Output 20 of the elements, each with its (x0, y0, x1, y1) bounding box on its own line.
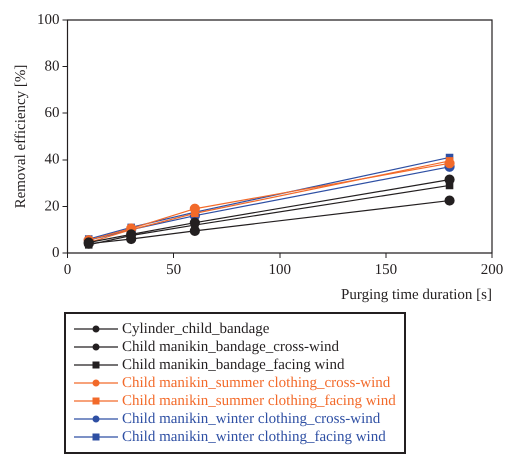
y-tick-label: 40 (44, 152, 60, 168)
legend-label: Cylinder_child_bandage (122, 320, 270, 338)
x-tick-label: 150 (374, 262, 398, 278)
y-tick-label: 80 (44, 58, 60, 75)
x-tick-label: 200 (480, 262, 504, 278)
legend-label: Child manikin_winter clothing_facing wind (122, 428, 386, 446)
legend-label: Child manikin_bandage_facing wind (122, 356, 344, 374)
x-tick-label: 50 (166, 262, 182, 278)
legend-label: Child manikin_bandage_cross-wind (122, 338, 340, 356)
y-axis-title: Removal efficiency [%] (12, 64, 29, 208)
legend-label: Child manikin_summer clothing_facing wind (122, 392, 396, 410)
legend-label: Child manikin_summer clothing_cross-wind (122, 374, 390, 392)
y-tick-label: 20 (44, 198, 60, 214)
x-tick-label: 0 (64, 262, 72, 278)
y-tick-label: 100 (37, 12, 60, 28)
y-tick-label: 60 (44, 105, 60, 122)
y-tick-label: 0 (52, 244, 60, 261)
x-axis-title: Purging time duration [s] (341, 286, 492, 303)
legend-label: Child manikin_winter clothing_cross-wind (122, 410, 380, 428)
x-tick-label: 100 (268, 262, 291, 278)
